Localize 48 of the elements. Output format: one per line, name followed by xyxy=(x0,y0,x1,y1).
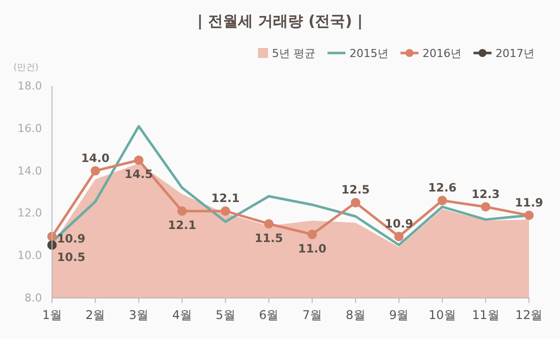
y-tick-label: 12.0 xyxy=(18,206,42,220)
data-label: 12.3 xyxy=(471,186,500,201)
data-label: 11.9 xyxy=(514,195,544,210)
data-label: 11.0 xyxy=(298,241,326,256)
data-label: 12.1 xyxy=(211,191,240,206)
data-label: 14.0 xyxy=(81,150,110,165)
legend-label: 2017년 xyxy=(496,47,534,60)
data-label: 10.5 xyxy=(57,250,86,264)
x-tick-label: 6월 xyxy=(259,308,279,322)
x-tick-label: 3월 xyxy=(128,308,149,322)
point xyxy=(134,155,144,165)
x-tick-label: 11월 xyxy=(472,308,500,322)
point xyxy=(90,166,100,176)
point xyxy=(177,206,187,216)
point xyxy=(264,219,274,229)
x-tick-label: 4월 xyxy=(172,308,192,322)
x-tick-label: 9월 xyxy=(389,308,409,322)
point xyxy=(524,210,534,220)
legend-label: 2016년 xyxy=(422,47,462,60)
x-tick-label: 12월 xyxy=(515,308,543,322)
data-label: 12.1 xyxy=(168,218,196,232)
y-axis-title: (만건) xyxy=(13,63,39,73)
y-tick-label: 10.0 xyxy=(18,249,42,262)
point xyxy=(220,206,230,216)
x-tick-label: 8월 xyxy=(346,308,366,322)
chart-title: | 전월세 거래량 (전국) | xyxy=(197,12,363,30)
data-label: 14.5 xyxy=(124,167,153,182)
y-tick-label: 8.0 xyxy=(24,292,42,305)
legend-label: 5년 평균 xyxy=(272,47,316,60)
point xyxy=(350,198,360,208)
point xyxy=(480,202,490,212)
data-label: 10.9 xyxy=(384,216,414,231)
x-tick-label: 7월 xyxy=(302,308,322,322)
point xyxy=(394,232,404,242)
x-tick-label: 1월 xyxy=(42,308,62,322)
y-tick-label: 18.0 xyxy=(18,80,42,93)
y-tick-label: 14.0 xyxy=(18,164,42,178)
x-tick-label: 2월 xyxy=(86,308,106,322)
x-tick-label: 5월 xyxy=(216,308,236,322)
x-tick-label: 10월 xyxy=(428,308,456,322)
data-label: 10.9 xyxy=(57,232,86,246)
y-tick-label: 16.0 xyxy=(18,122,42,135)
legend-label: 2015년 xyxy=(350,47,388,60)
point xyxy=(438,196,447,206)
point xyxy=(307,230,317,240)
data-label: 12.5 xyxy=(341,182,370,197)
data-label: 12.6 xyxy=(428,180,456,194)
data-label: 11.5 xyxy=(254,230,284,245)
